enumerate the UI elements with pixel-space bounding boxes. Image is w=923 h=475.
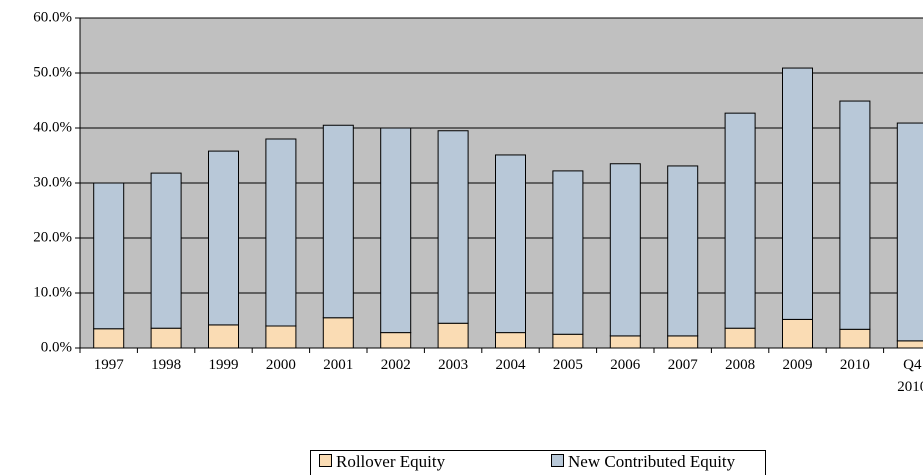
bar-segment bbox=[724, 327, 756, 349]
x-tick-label: 1999 bbox=[208, 357, 239, 373]
bar-segment bbox=[782, 67, 813, 320]
y-tick-label: 60.0% bbox=[33, 9, 72, 25]
legend-label: Rollover Equity bbox=[336, 452, 446, 471]
legend-swatch bbox=[551, 454, 564, 467]
x-tick-label: 2008 bbox=[725, 357, 756, 373]
bar-segment bbox=[437, 322, 469, 349]
x-tick-label: 2006 bbox=[610, 357, 641, 373]
bar-segment bbox=[208, 324, 239, 349]
bar-segment bbox=[667, 165, 699, 337]
bar-segment bbox=[380, 127, 412, 334]
bar-segment bbox=[322, 317, 354, 349]
x-tick-label: 2007 bbox=[667, 357, 698, 373]
x-tick-label: Q4 2010 bbox=[897, 357, 923, 395]
legend-item: Rollover Equity bbox=[319, 452, 445, 472]
bar-segment bbox=[265, 138, 297, 327]
bar-segment bbox=[208, 150, 239, 326]
bar-segment bbox=[896, 340, 923, 349]
legend-swatch bbox=[319, 454, 332, 467]
bar-segment bbox=[437, 130, 469, 324]
bar-segment bbox=[609, 163, 641, 337]
legend: Rollover Equity New Contributed Equity bbox=[310, 450, 766, 475]
x-tick-label: 1998 bbox=[151, 357, 182, 373]
y-tick-label: 30.0% bbox=[33, 174, 72, 190]
y-tick-label: 50.0% bbox=[33, 64, 72, 80]
bar-segment bbox=[839, 100, 871, 330]
bar-segment bbox=[380, 332, 412, 349]
bar-segment bbox=[667, 335, 699, 349]
x-tick-label: 2004 bbox=[495, 357, 526, 373]
bar-segment bbox=[552, 170, 584, 335]
bar-segment bbox=[839, 328, 871, 349]
bar-segment bbox=[896, 122, 923, 342]
bar-segment bbox=[265, 325, 297, 349]
bar-segment bbox=[495, 332, 526, 349]
bar-segment bbox=[782, 318, 813, 349]
legend-label: New Contributed Equity bbox=[568, 452, 736, 471]
y-tick-label: 0.0% bbox=[41, 339, 72, 355]
bar-segment bbox=[724, 112, 756, 329]
bar-segment bbox=[150, 327, 182, 349]
bar-segment bbox=[495, 154, 526, 334]
bar-segment bbox=[93, 328, 125, 349]
bar-segment bbox=[322, 124, 354, 319]
x-tick-label: 1997 bbox=[93, 357, 124, 373]
y-tick-label: 40.0% bbox=[33, 119, 72, 135]
x-tick-label: 2010 bbox=[839, 357, 870, 373]
x-tick-label: 2005 bbox=[552, 357, 583, 373]
x-tick-label: 2009 bbox=[782, 357, 813, 373]
y-tick-label: 20.0% bbox=[33, 229, 72, 245]
x-tick-label: 2003 bbox=[438, 357, 469, 373]
bar-segment bbox=[150, 172, 182, 329]
bar-segment bbox=[552, 333, 584, 349]
x-tick-label: 2002 bbox=[380, 357, 411, 373]
bar-segment bbox=[609, 335, 641, 349]
bar-segment bbox=[93, 182, 125, 330]
y-tick-label: 10.0% bbox=[33, 284, 72, 300]
x-tick-label: 2000 bbox=[265, 357, 296, 373]
legend-item: New Contributed Equity bbox=[551, 452, 735, 472]
x-tick-label: 2001 bbox=[323, 357, 354, 373]
